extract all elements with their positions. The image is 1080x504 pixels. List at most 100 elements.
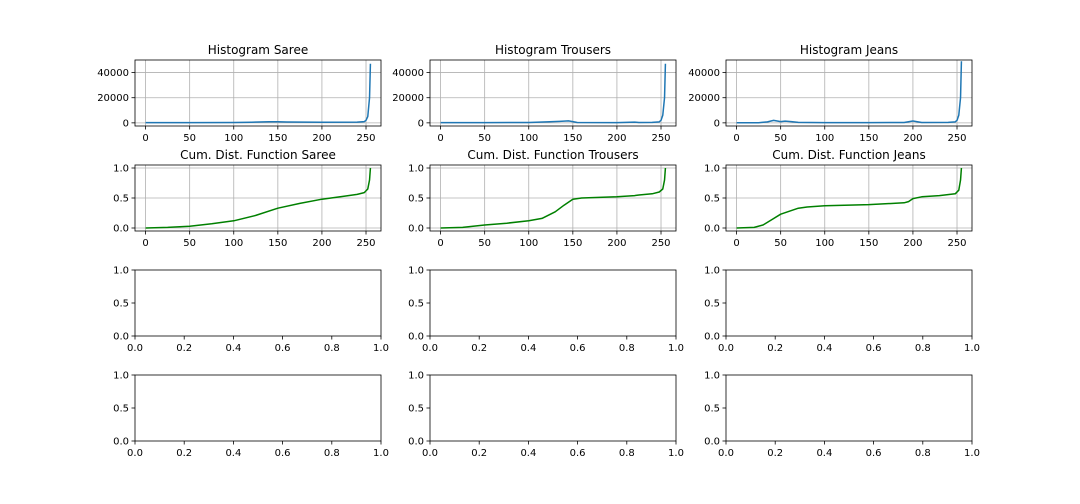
x-tick-label: 0.2 (176, 448, 192, 459)
subplot-title: Histogram Trousers (495, 43, 611, 57)
y-tick-label: 0.0 (704, 224, 720, 235)
axes-frame (725, 59, 973, 127)
x-tick-label: 50 (774, 238, 787, 249)
y-tick-label: 0.0 (408, 224, 424, 235)
x-tick-label: 0.0 (422, 343, 438, 354)
x-tick-label: 50 (478, 133, 491, 144)
y-tick-label: 1.0 (408, 164, 424, 175)
x-tick-label: 200 (607, 133, 626, 144)
x-tick-label: 0.4 (816, 448, 832, 459)
x-tick-label: 0.2 (471, 343, 487, 354)
x-tick-label: 0.8 (324, 343, 340, 354)
x-tick-label: 250 (651, 238, 670, 249)
x-tick-label: 150 (268, 238, 287, 249)
x-tick-label: 0.0 (422, 448, 438, 459)
x-tick-label: 0.0 (718, 343, 734, 354)
series-line (145, 167, 372, 229)
x-tick-label: 0.2 (767, 343, 783, 354)
x-tick-label: 200 (312, 238, 331, 249)
x-tick-label: 150 (268, 133, 287, 144)
x-tick-label: 0 (733, 238, 739, 249)
y-tick-label: 20000 (97, 93, 129, 104)
subplot-12: 0.0 0.2 0.4 0.6 0.8 1.0 0.0 0.5 1.0 (704, 371, 980, 460)
subplot-5: 0 50 100 150 200 250 0.0 0.5 1.0 Cum. Dist. Funct… (408, 148, 677, 249)
x-tick-label: 0 (437, 133, 443, 144)
subplot-11: 0.0 0.2 0.4 0.6 0.8 1.0 0.0 0.5 1.0 (408, 371, 684, 460)
x-tick-label: 100 (224, 133, 243, 144)
y-tick-label: 20000 (688, 93, 720, 104)
x-tick-label: 0.0 (718, 448, 734, 459)
y-tick-label: 0.0 (113, 224, 129, 235)
x-tick-label: 50 (478, 238, 491, 249)
x-tick-label: 1.0 (668, 343, 684, 354)
x-tick-label: 0.8 (915, 343, 931, 354)
y-tick-label: 1.0 (113, 164, 129, 175)
y-tick-label: 1.0 (408, 371, 424, 382)
x-tick-label: 0.8 (915, 448, 931, 459)
subplot-6: 0 50 100 150 200 250 0.0 0.5 1.0 Cum. Dist. Funct… (704, 148, 973, 249)
y-tick-label: 0.0 (408, 332, 424, 343)
x-tick-label: 250 (356, 133, 375, 144)
subplot-title: Cum. Dist. Function Trousers (467, 148, 638, 162)
y-tick-label: 1.0 (113, 371, 129, 382)
subplot-title: Histogram Saree (208, 43, 308, 57)
y-tick-label: 0.0 (704, 332, 720, 343)
y-tick-label: 1.0 (408, 266, 424, 277)
y-tick-label: 0.5 (408, 194, 424, 205)
x-tick-label: 0.4 (816, 343, 832, 354)
x-tick-label: 0.6 (275, 448, 291, 459)
y-tick-label: 0.0 (113, 332, 129, 343)
subplot-2: 0 50 100 150 200 250 0 20000 40000 Histogram Trou… (392, 43, 677, 144)
y-tick-label: 1.0 (704, 371, 720, 382)
x-tick-label: 150 (859, 133, 878, 144)
y-tick-label: 0.0 (408, 437, 424, 448)
axes-frame (134, 59, 382, 127)
y-tick-label: 0.5 (704, 194, 720, 205)
x-tick-label: 0 (142, 238, 148, 249)
y-tick-label: 1.0 (113, 266, 129, 277)
series-line (736, 61, 963, 124)
x-tick-label: 100 (224, 238, 243, 249)
x-tick-label: 200 (903, 133, 922, 144)
y-tick-label: 0.5 (704, 299, 720, 310)
x-tick-label: 1.0 (964, 343, 980, 354)
y-tick-label: 0.5 (113, 299, 129, 310)
x-tick-label: 0.0 (127, 343, 143, 354)
x-tick-label: 250 (651, 133, 670, 144)
y-tick-label: 1.0 (704, 164, 720, 175)
x-tick-label: 200 (903, 238, 922, 249)
y-tick-label: 0.0 (704, 437, 720, 448)
series-line (440, 63, 667, 124)
x-tick-label: 0.8 (324, 448, 340, 459)
x-tick-label: 200 (312, 133, 331, 144)
x-tick-label: 0.2 (176, 343, 192, 354)
x-tick-label: 1.0 (373, 343, 389, 354)
y-tick-label: 0 (418, 118, 424, 129)
x-tick-label: 250 (356, 238, 375, 249)
x-tick-label: 1.0 (668, 448, 684, 459)
x-tick-label: 50 (183, 133, 196, 144)
x-tick-label: 250 (947, 238, 966, 249)
x-tick-label: 0.2 (471, 448, 487, 459)
subplot-10: 0.0 0.2 0.4 0.6 0.8 1.0 0.0 0.5 1.0 (113, 371, 389, 460)
y-tick-label: 0.5 (704, 404, 720, 415)
subplot-4: 0 50 100 150 200 250 0.0 0.5 1.0 Cum. Dist. Funct… (113, 148, 382, 249)
x-tick-label: 150 (859, 238, 878, 249)
subplot-title: Cum. Dist. Function Saree (180, 148, 336, 162)
x-tick-label: 50 (183, 238, 196, 249)
x-tick-label: 150 (563, 133, 582, 144)
y-tick-label: 40000 (392, 68, 424, 79)
x-tick-label: 150 (563, 238, 582, 249)
x-tick-label: 0.6 (570, 448, 586, 459)
x-tick-label: 200 (607, 238, 626, 249)
x-tick-label: 0.4 (225, 343, 241, 354)
x-tick-label: 100 (815, 133, 834, 144)
axes-frame (429, 59, 677, 127)
x-tick-label: 0.4 (520, 343, 536, 354)
subplot-9: 0.0 0.2 0.4 0.6 0.8 1.0 0.0 0.5 1.0 (704, 266, 980, 355)
y-tick-label: 0.5 (408, 404, 424, 415)
y-tick-label: 40000 (97, 68, 129, 79)
x-tick-label: 250 (947, 133, 966, 144)
